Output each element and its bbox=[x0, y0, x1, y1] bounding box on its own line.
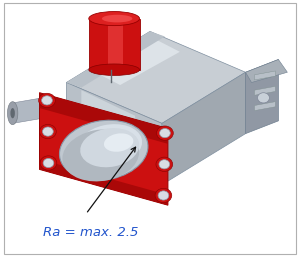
Circle shape bbox=[43, 158, 54, 168]
Ellipse shape bbox=[104, 133, 134, 152]
Circle shape bbox=[257, 93, 269, 103]
Polygon shape bbox=[254, 102, 275, 111]
Ellipse shape bbox=[11, 108, 15, 118]
Polygon shape bbox=[40, 93, 168, 144]
Polygon shape bbox=[40, 159, 168, 205]
Ellipse shape bbox=[8, 102, 18, 125]
Polygon shape bbox=[254, 86, 275, 95]
Ellipse shape bbox=[62, 129, 139, 181]
Polygon shape bbox=[108, 19, 123, 70]
Ellipse shape bbox=[98, 131, 133, 154]
Polygon shape bbox=[81, 90, 135, 154]
Circle shape bbox=[156, 157, 173, 171]
Ellipse shape bbox=[89, 12, 140, 26]
Polygon shape bbox=[13, 98, 43, 123]
Circle shape bbox=[40, 124, 56, 139]
Text: Ra = max. 2.5: Ra = max. 2.5 bbox=[43, 226, 138, 238]
Polygon shape bbox=[254, 71, 275, 80]
Polygon shape bbox=[40, 93, 168, 205]
Circle shape bbox=[39, 93, 55, 107]
Circle shape bbox=[43, 127, 53, 136]
Ellipse shape bbox=[59, 120, 148, 180]
Circle shape bbox=[157, 126, 173, 140]
Circle shape bbox=[42, 96, 52, 105]
Polygon shape bbox=[66, 82, 162, 185]
Polygon shape bbox=[90, 36, 180, 85]
Circle shape bbox=[40, 156, 57, 170]
Polygon shape bbox=[246, 59, 287, 82]
Circle shape bbox=[155, 188, 172, 203]
Polygon shape bbox=[162, 72, 246, 185]
Polygon shape bbox=[89, 19, 140, 70]
Polygon shape bbox=[246, 59, 278, 134]
Polygon shape bbox=[66, 31, 165, 88]
Polygon shape bbox=[66, 144, 162, 200]
Ellipse shape bbox=[89, 64, 140, 76]
Ellipse shape bbox=[80, 128, 139, 167]
Polygon shape bbox=[66, 31, 246, 123]
Ellipse shape bbox=[77, 124, 142, 166]
Circle shape bbox=[160, 128, 170, 138]
Circle shape bbox=[158, 191, 169, 200]
Circle shape bbox=[159, 160, 170, 169]
Ellipse shape bbox=[102, 15, 132, 22]
